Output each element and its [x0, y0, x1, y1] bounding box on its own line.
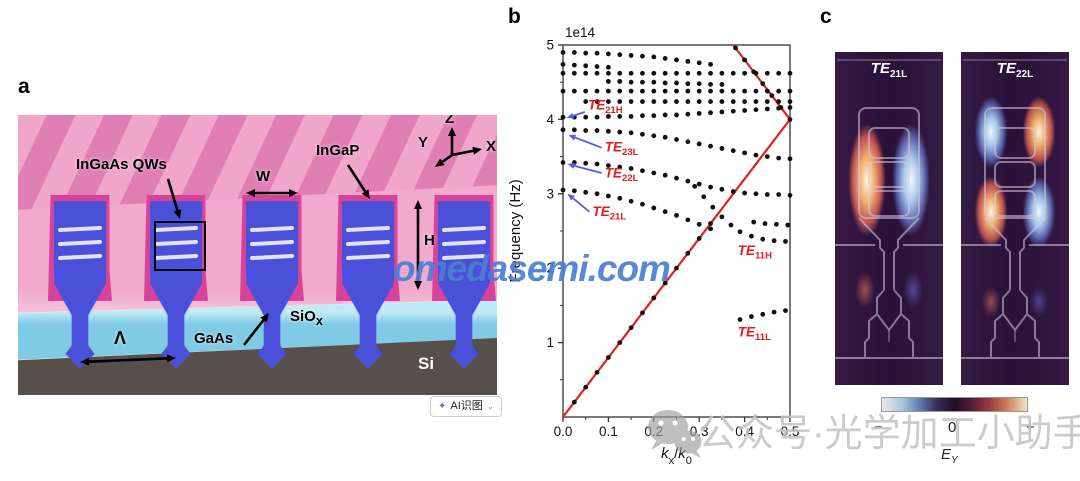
mode-annotation-21l: TE21L: [593, 204, 627, 223]
nanowire-fin: [48, 195, 112, 370]
chevron-down-icon: ⌄: [486, 401, 495, 412]
mode-annotation-21h: TE21H: [588, 98, 623, 117]
ai-recognize-button[interactable]: ✦ AI识图 ⌄: [430, 396, 503, 418]
ey-field-label: EY: [941, 446, 958, 466]
nanowire-fin: [240, 195, 304, 370]
axis-x-label: X: [486, 138, 497, 155]
nanowire-fin: [336, 195, 400, 370]
ingap-label: InGaP: [316, 142, 360, 159]
mode-label-te22l: TE22L: [961, 60, 1069, 80]
nanowire-fin: [432, 195, 496, 370]
siox-label-main: SiO: [290, 308, 316, 325]
annotation-arrows: [80, 127, 482, 366]
ey-label-main: E: [941, 446, 952, 463]
svg-text:0.5: 0.5: [781, 424, 800, 439]
sparkle-icon: ✦: [438, 400, 447, 412]
y-axis-label: Frequency (Hz): [507, 179, 524, 282]
waveguide-outline: [961, 59, 1069, 359]
siox-label-sub: x: [315, 314, 323, 328]
device-schematic: InGaAs QWs W InGaP H Λ GaAs SiOx Si Z X …: [18, 115, 497, 395]
wechat-icon: [648, 410, 702, 458]
colorbar-zero-label: 0: [948, 419, 957, 436]
ai-button-label: AI识图: [450, 400, 483, 412]
svg-text:2: 2: [546, 261, 554, 276]
panel-b-label: b: [508, 5, 521, 28]
ingaas-qws-label: InGaAs QWs: [76, 156, 167, 173]
svg-text:0.0: 0.0: [554, 424, 573, 439]
mode-label-te21l: TE21L: [835, 60, 943, 80]
mode-profile-te21l: TE21L: [835, 52, 943, 385]
mode-annotation-11h: TE11H: [738, 243, 772, 261]
width-label: W: [256, 168, 271, 185]
panel-c-label: c: [820, 5, 832, 28]
svg-text:1: 1: [546, 335, 554, 350]
colorbar: [881, 397, 1028, 412]
waveguide-outline: [835, 59, 943, 359]
svg-text:5: 5: [546, 38, 554, 53]
lambda-period-label: Λ: [114, 328, 127, 348]
colorbar-plus-label: +: [1026, 419, 1035, 436]
svg-text:4: 4: [546, 112, 554, 127]
mode-label-sub: 22L: [1015, 69, 1034, 80]
panel-a-label: a: [18, 75, 30, 98]
svg-text:0.1: 0.1: [599, 424, 618, 439]
siox-label: SiOx: [290, 308, 323, 329]
svg-text:0.4: 0.4: [735, 424, 754, 439]
si-label: Si: [418, 354, 435, 373]
gaas-label: GaAs: [194, 330, 234, 347]
mode-profile-te22l: TE22L: [961, 52, 1069, 385]
mode-annotation-23l: TE23L: [605, 139, 639, 158]
axis-y-label: Y: [418, 134, 429, 151]
mode-label-main: TE: [996, 60, 1016, 77]
mode-label-sub: 21L: [889, 69, 908, 80]
svg-text:3: 3: [546, 186, 554, 201]
height-label: H: [424, 232, 435, 249]
band-dots: [560, 45, 793, 405]
x-axis-label: kx/k0: [661, 445, 692, 467]
qw-highlight-box: [154, 221, 206, 271]
offset-label: 1e14: [565, 25, 596, 40]
colorbar-minus-label: −: [874, 419, 883, 436]
watermark-omedasemi: omedasemi.com: [393, 248, 671, 289]
mode-annotation-22l: TE22L: [605, 165, 639, 184]
mode-label-main: TE: [870, 60, 890, 77]
mode-annotation-11l: TE11L: [738, 325, 771, 344]
watermark-gongzhonghao: 公众号·光学加工小助手: [698, 413, 1080, 455]
axis-z-label: Z: [445, 115, 455, 127]
nanowire-fin: [144, 195, 208, 370]
ey-label-sub: Y: [951, 455, 958, 466]
